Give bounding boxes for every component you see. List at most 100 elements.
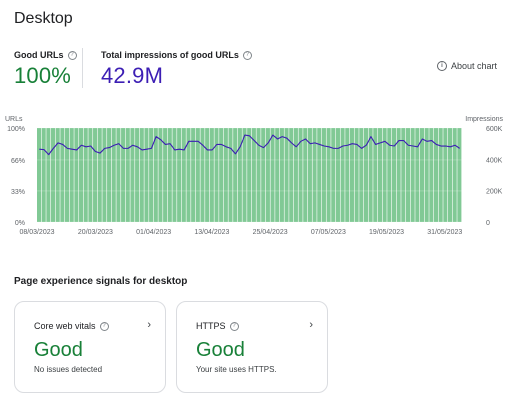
- bar: [163, 128, 168, 222]
- right-tick-label: 0: [486, 220, 490, 227]
- bar: [247, 128, 252, 222]
- bar: [289, 128, 294, 222]
- left-tick-label: 66%: [11, 158, 25, 165]
- bar: [121, 128, 126, 222]
- help-icon[interactable]: ?: [67, 50, 77, 60]
- bar: [363, 128, 368, 222]
- chevron-right-icon: ›: [147, 319, 151, 331]
- bar: [88, 128, 93, 222]
- right-tick-label: 600K: [486, 126, 503, 133]
- bar: [340, 128, 345, 222]
- bar: [139, 128, 144, 222]
- bar: [223, 128, 228, 222]
- about-chart-label: About chart: [451, 61, 498, 71]
- https-card[interactable]: HTTPS ? › Good Your site uses HTTPS.: [176, 301, 328, 393]
- bar: [228, 128, 233, 222]
- card-description: Your site uses HTTPS.: [196, 365, 277, 374]
- bar: [172, 128, 177, 222]
- bar: [429, 128, 434, 222]
- x-tick-label: 19/05/2023: [369, 229, 404, 236]
- right-axis-title: Impressions: [465, 116, 503, 123]
- bar: [326, 128, 331, 222]
- card-title: HTTPS: [196, 321, 226, 331]
- good-urls-metric[interactable]: Good URLs ? 100%: [14, 50, 77, 89]
- about-chart-link[interactable]: i About chart: [437, 61, 497, 71]
- bar: [331, 128, 336, 222]
- bar: [368, 128, 373, 222]
- bar: [116, 128, 121, 222]
- bar: [270, 128, 275, 222]
- right-tick-label: 400K: [486, 157, 503, 164]
- left-axis-title: URLs: [5, 116, 23, 123]
- core-web-vitals-card[interactable]: Core web vitals ? › Good No issues detec…: [14, 301, 166, 393]
- bar: [233, 128, 238, 222]
- bar: [279, 128, 284, 222]
- bar: [405, 128, 411, 222]
- bar: [102, 128, 107, 222]
- bar: [293, 128, 298, 222]
- bar: [191, 128, 196, 222]
- bar: [457, 128, 462, 222]
- bar: [144, 128, 149, 222]
- left-tick-label: 0%: [15, 220, 25, 227]
- bar: [312, 128, 317, 222]
- bar: [443, 128, 448, 222]
- impressions-value: 42.9M: [101, 63, 164, 88]
- help-icon[interactable]: ?: [229, 321, 239, 331]
- bar: [37, 128, 42, 222]
- bar: [177, 128, 182, 222]
- page-title: Desktop: [14, 10, 73, 27]
- x-tick-label: 08/03/2023: [19, 229, 54, 236]
- impressions-metric[interactable]: Total impressions of good URLs ? 42.9M: [101, 50, 252, 89]
- bar: [387, 128, 392, 222]
- bar: [265, 128, 270, 222]
- bar: [79, 128, 84, 222]
- bar: [158, 128, 163, 222]
- bar: [209, 128, 214, 222]
- bar: [354, 128, 359, 222]
- bar: [130, 128, 135, 222]
- help-icon[interactable]: ?: [242, 50, 252, 60]
- good-urls-label: Good URLs: [14, 50, 64, 60]
- bar: [321, 128, 326, 222]
- bar: [275, 128, 280, 222]
- bar: [307, 128, 312, 222]
- bar: [200, 128, 205, 222]
- bar: [149, 128, 154, 222]
- bar: [298, 128, 303, 222]
- bar: [349, 128, 354, 222]
- bar: [391, 128, 397, 222]
- bar: [55, 128, 60, 222]
- bar: [219, 128, 224, 222]
- info-icon: i: [437, 61, 447, 71]
- bar: [181, 128, 186, 222]
- bar: [97, 128, 102, 222]
- impressions-line: [39, 134, 460, 156]
- bar: [107, 128, 112, 222]
- bar: [65, 128, 70, 222]
- bar: [153, 128, 158, 222]
- help-icon[interactable]: ?: [99, 321, 109, 331]
- bar: [410, 128, 415, 222]
- bar: [242, 128, 247, 222]
- bar: [41, 128, 46, 222]
- bar: [335, 128, 340, 222]
- right-tick-label: 200K: [486, 189, 503, 196]
- bar: [83, 128, 88, 222]
- x-tick-label: 07/05/2023: [311, 229, 346, 236]
- bar: [382, 128, 387, 222]
- bar: [186, 128, 191, 222]
- left-tick-label: 100%: [7, 126, 25, 133]
- bar: [452, 128, 457, 222]
- bar: [415, 128, 420, 222]
- x-tick-label: 25/04/2023: [253, 229, 288, 236]
- x-tick-label: 13/04/2023: [194, 229, 229, 236]
- bar: [438, 128, 443, 222]
- metric-divider: [82, 48, 83, 88]
- chart: URLs Impressions 100% 66% 33% 0% 600K 400K 200K 0…: [5, 116, 504, 236]
- bar: [419, 128, 425, 222]
- bar: [359, 128, 364, 222]
- bar: [401, 128, 406, 222]
- bar: [284, 128, 289, 222]
- bar: [303, 128, 308, 222]
